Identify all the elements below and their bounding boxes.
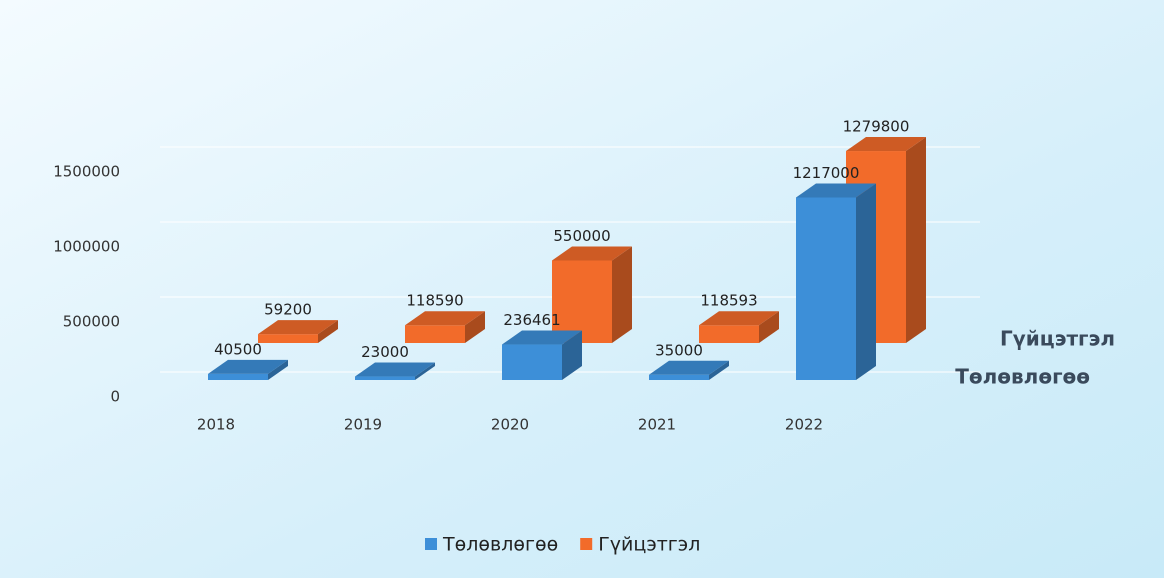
bar-top <box>796 183 876 198</box>
data-label: 1217000 <box>793 164 860 182</box>
bar-side <box>709 360 729 380</box>
bar-side <box>906 137 926 343</box>
bar <box>552 260 612 343</box>
y-tick-label: 1500000 <box>53 163 120 181</box>
bar-side <box>856 183 876 380</box>
bar-top <box>502 330 582 345</box>
bar-side <box>562 330 582 380</box>
bar <box>502 344 562 380</box>
bar-side <box>759 311 779 343</box>
data-label: 118590 <box>406 292 463 310</box>
x-tick-label: 2020 <box>491 416 529 434</box>
data-label: 40500 <box>214 340 262 358</box>
bar-top <box>699 311 779 326</box>
bar <box>405 325 465 343</box>
series-depth-label: Төлөвлөгөө <box>955 365 1090 389</box>
bar <box>355 376 415 380</box>
bar-side <box>465 311 485 343</box>
x-tick-label: 2018 <box>197 416 235 434</box>
data-label: 1279800 <box>843 118 910 136</box>
bar-top <box>649 360 729 375</box>
bar-top <box>552 246 632 261</box>
data-label: 118593 <box>700 292 757 310</box>
bar-top <box>846 137 926 152</box>
legend-swatch <box>580 538 593 550</box>
bar <box>208 373 268 380</box>
legend-label: Төлөвлөгөө <box>442 534 558 556</box>
x-tick-label: 2019 <box>344 416 382 434</box>
bar-top <box>405 311 485 326</box>
bar <box>796 197 856 380</box>
legend-swatch <box>425 538 437 550</box>
bar-top <box>208 359 288 374</box>
data-label: 236461 <box>503 311 560 329</box>
y-tick-label: 500000 <box>63 313 120 331</box>
y-tick-label: 1000000 <box>53 238 120 256</box>
bar-side <box>415 362 435 380</box>
bar-top <box>258 320 338 335</box>
legend-label: Гүйцэтгэл <box>598 534 700 556</box>
bar-top <box>355 362 435 377</box>
bar-side <box>268 359 288 380</box>
bar-side <box>612 246 632 343</box>
data-label: 550000 <box>553 227 610 245</box>
x-tick-label: 2021 <box>638 416 676 434</box>
bar <box>699 325 759 343</box>
data-label: 35000 <box>655 341 703 359</box>
data-label: 59200 <box>264 301 312 319</box>
bar-side <box>318 320 338 343</box>
series-depth-label: Гүйцэтгэл <box>1000 327 1115 351</box>
y-tick-label: 0 <box>110 388 120 406</box>
bar <box>258 334 318 343</box>
bar <box>649 374 709 380</box>
data-label: 23000 <box>361 343 409 361</box>
x-tick-label: 2022 <box>785 416 823 434</box>
